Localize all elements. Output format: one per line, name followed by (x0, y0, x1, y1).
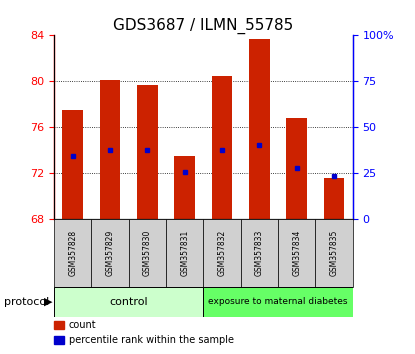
Bar (286, 118, 307, 219)
Bar (62, 110, 83, 219)
Bar (212, 76, 232, 219)
Text: GSM357828: GSM357828 (68, 230, 77, 276)
Text: ▶: ▶ (44, 297, 52, 307)
Text: GSM357833: GSM357833 (255, 230, 264, 276)
Text: protocol: protocol (4, 297, 49, 307)
Text: control: control (109, 297, 148, 307)
Text: GSM357832: GSM357832 (217, 230, 227, 276)
Bar (100, 80, 120, 219)
Text: exposure to maternal diabetes: exposure to maternal diabetes (208, 297, 348, 306)
Text: GSM357834: GSM357834 (292, 230, 301, 276)
Bar (249, 39, 270, 219)
Bar (174, 156, 195, 219)
Bar (203, 219, 241, 287)
Text: GSM357830: GSM357830 (143, 230, 152, 276)
Bar (203, 287, 353, 317)
Legend: count, percentile rank within the sample: count, percentile rank within the sample (51, 316, 238, 349)
Bar (315, 219, 353, 287)
Bar (54, 287, 203, 317)
Bar (278, 219, 315, 287)
Bar (129, 219, 166, 287)
Text: GSM357831: GSM357831 (180, 230, 189, 276)
Bar (54, 219, 91, 287)
Bar (137, 85, 158, 219)
Bar (241, 219, 278, 287)
Text: GSM357829: GSM357829 (105, 230, 115, 276)
Title: GDS3687 / ILMN_55785: GDS3687 / ILMN_55785 (113, 18, 293, 34)
Bar (324, 178, 344, 219)
Bar (166, 219, 203, 287)
Bar (91, 219, 129, 287)
Text: GSM357835: GSM357835 (330, 230, 339, 276)
